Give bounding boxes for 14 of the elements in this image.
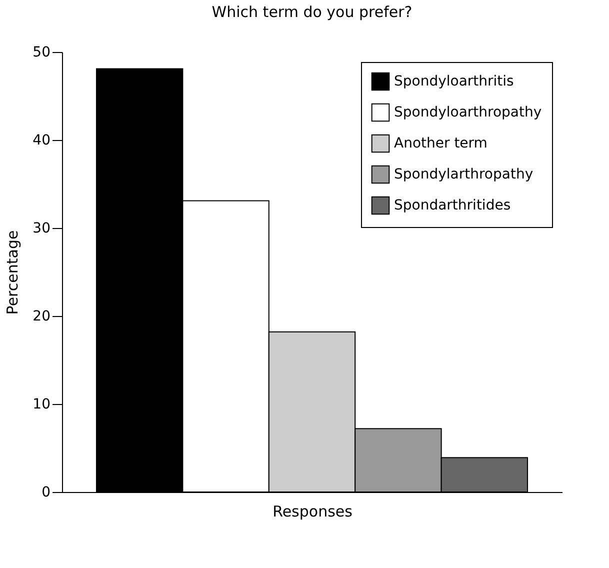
- chart-title: Which term do you prefer?: [212, 3, 412, 21]
- legend-label: Spondylarthropathy: [394, 166, 534, 182]
- x-axis-title: Responses: [272, 502, 353, 520]
- y-tick-label: 10: [32, 396, 50, 412]
- y-tick-label: 50: [32, 44, 50, 60]
- legend-label: Spondarthritides: [394, 198, 511, 214]
- y-tick-label: 0: [42, 484, 50, 500]
- y-axis-title: Percentage: [4, 230, 22, 315]
- legend-label: Another term: [394, 136, 488, 152]
- y-tick-label: 40: [32, 132, 50, 148]
- y-tick-label: 30: [32, 220, 50, 236]
- legend-label: Spondyloarthritis: [394, 74, 514, 90]
- legend-label: Spondyloarthropathy: [394, 104, 542, 120]
- y-tick-label: 20: [32, 308, 50, 324]
